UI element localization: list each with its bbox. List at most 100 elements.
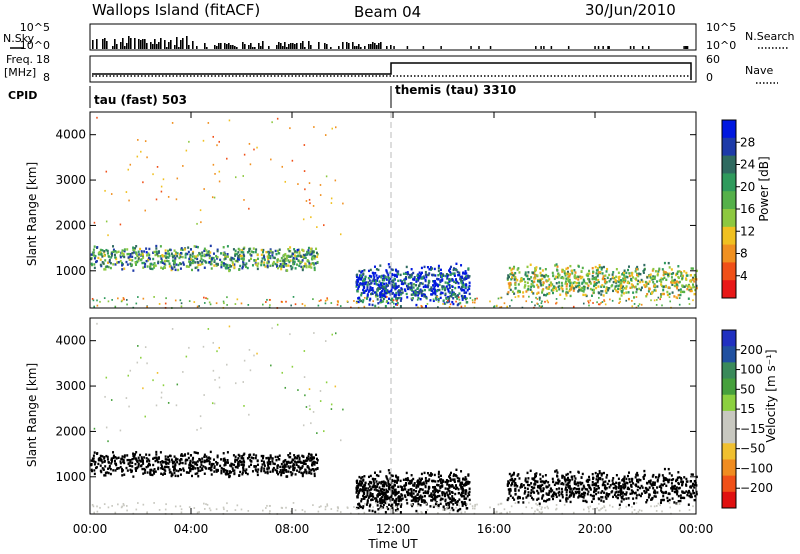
velocity-echo [464,503,467,507]
velocity-echo [104,474,107,477]
power-echo [139,258,142,262]
power-echo [167,249,170,253]
power-echo [688,285,691,288]
velocity-echo [173,460,176,464]
power-echo [588,272,591,275]
velocity-echo [612,482,615,485]
velocity-echo [668,472,671,475]
power-echo [393,273,396,277]
power-echo [429,299,432,302]
power-echo [233,266,236,269]
power-echo [530,283,533,286]
velocity-echo [466,495,469,498]
power-echo [677,265,680,268]
power-echo [188,260,191,263]
power-echo [379,298,382,301]
velocity-echo [632,482,635,485]
power-echo [237,251,240,254]
velocity-echo [276,471,279,474]
power-echo [114,305,117,308]
velocity-echo [677,494,680,498]
power-echo [304,304,306,307]
power-echo [541,269,544,272]
velocity-echo [444,498,447,501]
velocity-echo [96,505,98,508]
power-echo [582,290,585,293]
power-echo [256,267,259,271]
velocity-echo [432,504,435,507]
velocity-echo [112,451,115,454]
velocity-echo [447,494,450,497]
velocity-echo [584,491,587,495]
velocity-echo [577,471,580,474]
velocity-echo [202,345,205,348]
velocity-echo [595,487,598,491]
power-echo [371,292,374,295]
power-echo [447,281,450,285]
velocity-echo [196,463,199,467]
power-echo [289,127,291,130]
nsky-bar [156,44,158,49]
power-echo [313,268,316,272]
power-echo [370,281,373,285]
power-echo [449,270,452,274]
velocity-echo [577,487,580,491]
power-echo [307,246,310,250]
power-echo [437,269,440,273]
nsky-bar [406,46,409,49]
velocity-echo [204,466,207,469]
power-echo [522,291,525,294]
power-echo [127,256,130,259]
power-echo [112,248,115,251]
nsky-label: N.Sky [3,32,35,45]
power-echo [672,272,675,275]
power-echo [240,257,243,260]
power-echo [290,267,293,271]
velocity-echo [624,485,627,489]
velocity-echo [422,499,425,502]
power-echo [271,262,274,265]
velocity-echo [346,506,349,509]
power-echo [466,297,468,300]
velocity-echo [180,511,183,514]
power-echo [165,259,168,263]
power-echo [540,284,543,287]
power-echo [255,263,258,266]
velocity-echo [671,489,674,492]
velocity-echo [128,405,130,408]
power-echo [249,163,252,166]
power-echo [593,280,596,284]
velocity-echo [285,506,287,509]
velocity-echo [640,484,643,488]
velocity-echo [535,502,537,505]
velocity-echo [675,489,678,492]
power-echo [634,285,637,288]
velocity-echo [331,333,333,336]
freq-line [92,62,692,80]
velocity-echo [678,509,681,512]
velocity-echo [598,502,600,505]
power-echo [536,298,539,300]
power-echo [615,289,618,292]
power-echo [530,276,533,279]
velocity-echo [461,489,464,493]
power-echo [149,265,152,269]
velocity-echo [131,461,134,464]
velocity-echo [589,505,592,508]
velocity-echo [121,474,124,477]
velocity-echo [148,453,151,457]
power-echo [100,253,103,256]
power-echo [218,140,220,143]
velocity-echo [383,493,386,496]
power-echo [421,282,424,285]
power-echo [600,268,603,271]
velocity-echo [93,460,96,463]
velocity-echo [660,490,663,494]
velocity-echo [242,468,245,472]
power-echo [623,274,626,277]
velocity-echo [209,450,212,454]
power-echo [445,273,448,276]
power-echo [223,263,226,266]
velocity-echo [310,454,313,457]
velocity-echo [203,502,205,505]
